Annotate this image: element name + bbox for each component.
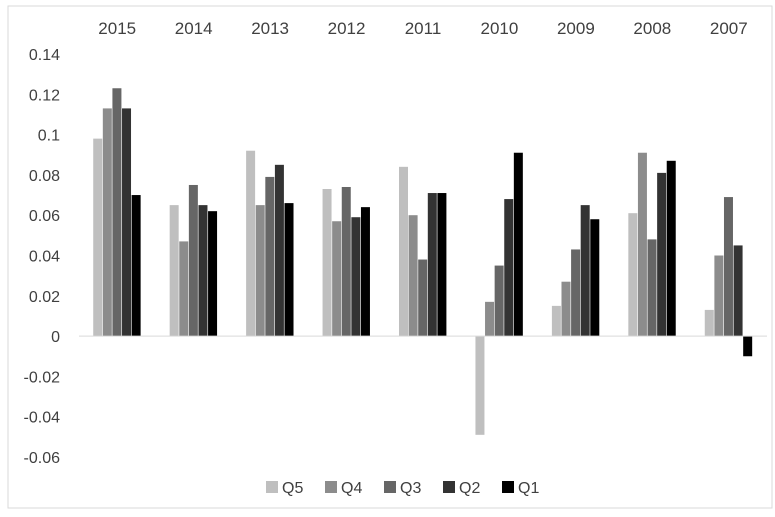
bar <box>513 152 523 337</box>
bar <box>284 203 294 337</box>
category-label: 2014 <box>175 19 213 38</box>
bar <box>169 205 179 337</box>
category-label: 2011 <box>405 19 442 38</box>
bar <box>188 184 198 337</box>
bar <box>351 217 361 337</box>
legend-label: Q2 <box>459 480 480 497</box>
bar <box>399 166 408 337</box>
category-label: 2013 <box>251 19 289 38</box>
category-label: 2012 <box>328 19 366 38</box>
y-tick-label: 0.1 <box>38 128 60 145</box>
legend-swatch <box>384 481 396 493</box>
bar <box>198 205 208 337</box>
bar <box>341 186 351 337</box>
y-tick-label: -0.02 <box>24 369 61 386</box>
category-label: 2008 <box>633 19 671 38</box>
category-label: 2010 <box>481 19 519 38</box>
bar <box>657 172 667 337</box>
y-tick-label: 0 <box>51 329 60 346</box>
bar <box>265 176 275 337</box>
legend-swatch <box>266 481 278 493</box>
y-tick-label: 0.04 <box>29 249 60 266</box>
category-label: 2009 <box>557 19 595 38</box>
y-tick-label: 0.08 <box>29 168 60 185</box>
bar <box>561 281 571 337</box>
bar <box>179 241 189 337</box>
y-tick-label: 0.14 <box>29 47 60 64</box>
legend: Q5 Q4 Q3 Q2 Q1 <box>266 480 539 497</box>
bars <box>93 88 753 435</box>
bar <box>418 259 428 337</box>
y-tick-label: 0.06 <box>29 208 60 225</box>
bar <box>332 221 342 337</box>
y-axis-tick-labels: 0.14 0.12 0.1 0.08 0.06 0.04 0.02 0 -0.02 -0.04 -0… <box>24 47 61 467</box>
bar <box>246 150 256 337</box>
bar <box>733 245 743 337</box>
legend-label: Q4 <box>341 480 362 497</box>
legend-swatch <box>325 481 337 493</box>
y-tick-label: -0.06 <box>24 450 61 467</box>
bar <box>112 88 122 337</box>
bar <box>360 207 370 337</box>
bar <box>408 215 418 337</box>
bar <box>131 195 141 337</box>
bar <box>580 205 590 337</box>
legend-swatch <box>502 481 514 493</box>
bar <box>504 199 514 337</box>
bar <box>437 193 447 337</box>
bar <box>427 193 437 337</box>
category-label: 2015 <box>98 19 136 38</box>
bar <box>723 197 733 337</box>
y-tick-label: 0.02 <box>29 289 60 306</box>
bar <box>475 336 485 435</box>
bar <box>93 138 103 337</box>
bar <box>208 211 218 337</box>
bar <box>102 108 112 337</box>
bar <box>571 249 581 337</box>
bar <box>714 255 724 337</box>
legend-label: Q5 <box>282 480 303 497</box>
bar <box>485 301 495 337</box>
legend-label: Q1 <box>518 480 539 497</box>
bar <box>322 189 332 337</box>
y-tick-label: -0.04 <box>24 410 61 427</box>
bar <box>274 164 284 337</box>
bar <box>704 309 714 337</box>
bar <box>255 205 265 337</box>
y-tick-label: 0.12 <box>29 87 60 104</box>
bar <box>637 152 647 337</box>
bar <box>628 213 638 337</box>
bar <box>647 239 657 337</box>
legend-label: Q3 <box>400 480 421 497</box>
legend-swatch <box>443 481 455 493</box>
bar <box>743 336 753 357</box>
bar <box>590 219 600 337</box>
category-labels: 2015 2014 2013 2012 2011 2010 2009 2008 2007 <box>98 19 747 38</box>
bar <box>666 160 676 337</box>
bar <box>494 265 504 337</box>
chart-border <box>7 5 773 509</box>
bar <box>551 305 561 337</box>
bar <box>122 108 132 337</box>
category-label: 2007 <box>710 19 748 38</box>
